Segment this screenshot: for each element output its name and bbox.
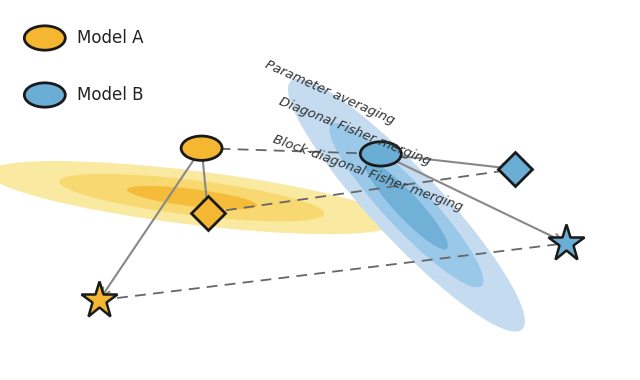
Circle shape	[360, 142, 401, 166]
Ellipse shape	[0, 161, 396, 234]
Circle shape	[181, 136, 222, 160]
Text: Parameter averaging: Parameter averaging	[263, 59, 396, 128]
Ellipse shape	[60, 174, 324, 222]
Circle shape	[24, 26, 65, 50]
Text: Model A: Model A	[77, 29, 143, 47]
Text: Model B: Model B	[77, 86, 143, 104]
Ellipse shape	[288, 79, 525, 332]
Ellipse shape	[330, 123, 483, 287]
Text: Block-diagonal Fisher merging: Block-diagonal Fisher merging	[271, 132, 465, 214]
Circle shape	[24, 83, 65, 107]
Ellipse shape	[127, 186, 257, 209]
Text: Diagonal Fisher merging: Diagonal Fisher merging	[277, 95, 433, 168]
Ellipse shape	[365, 161, 448, 249]
